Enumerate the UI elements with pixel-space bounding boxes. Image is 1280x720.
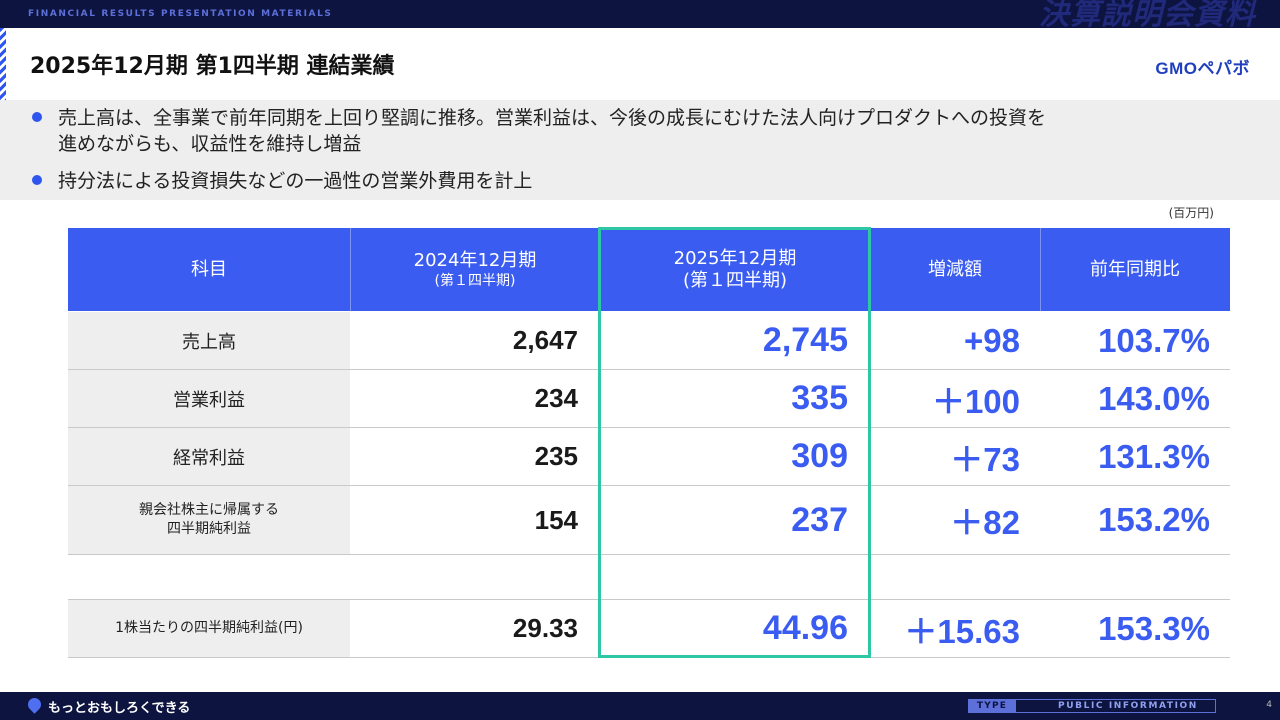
header-cur-line1: 2025年12月期 [673,247,797,269]
header-diff-label: 増減額 [928,258,982,280]
title-accent-stripe [0,28,6,100]
row-label-eps: 1株当たりの四半期純利益(円) [68,600,350,657]
cell-prev-ordinary-income: 235 [534,441,578,471]
header-divider [350,228,351,311]
company-logo: GMOペパボ [1155,59,1250,78]
cell-prev-net-income: 154 [534,504,578,535]
cell-ratio-operating-income: 143.0% [1098,379,1210,417]
cell-prev-eps: 29.33 [512,613,578,643]
row-label-operating-income: 営業利益 [68,370,350,427]
row-divider [68,427,1230,428]
cell-cur-ordinary-income: 309 [791,437,848,475]
bullet-item-2: 持分法による投資損失などの一過性の営業外費用を計上 [32,168,532,194]
banner-label: FINANCIAL RESULTS PRESENTATION MATERIALS [28,9,333,19]
footer-slogan: もっとおもしろくできる [48,701,191,716]
classification-type-label: TYPE [968,699,1016,713]
cell-diff-ordinary-income: ＋73 [950,440,1020,478]
cell-ratio-sales: 103.7% [1098,321,1210,359]
row-label-net-income-line2: 四半期純利益 [167,521,251,537]
header-divider [1040,228,1041,311]
bullet-dot-icon [32,112,42,122]
classification-public-label: PUBLIC INFORMATION [1058,701,1198,711]
cell-cur-operating-income: 335 [791,379,848,417]
cell-cur-net-income: 237 [791,500,848,539]
row-label-ordinary-income: 経常利益 [68,428,350,485]
header-prev-period: 2024年12月期 (第１四半期) [350,228,600,311]
header-ratio-label: 前年同期比 [1090,258,1180,280]
row-divider [68,369,1230,370]
row-label-net-income: 親会社株主に帰属する 四半期純利益 [68,486,350,554]
row-label-net-income-line1: 親会社株主に帰属する [139,502,279,518]
summary-box [0,100,1280,200]
cell-prev-sales: 2,647 [512,325,578,355]
bullet-1-text: 売上高は、全事業で前年同期を上回り堅調に推移。営業利益は、今後の成長にむけた法人… [58,107,1047,129]
title-bar: 2025年12月期 第1四半期 連結業績 GMOペパボ [0,28,1280,100]
cell-diff-operating-income: ＋100 [931,382,1020,420]
header-cur-line2: (第１四半期) [682,269,788,291]
row-divider [68,599,1230,600]
cell-cur-sales: 2,745 [762,321,848,359]
header-prev-line2: (第１四半期) [434,272,516,289]
cell-ratio-net-income: 153.2% [1098,501,1210,538]
cell-ratio-ordinary-income: 131.3% [1098,437,1210,475]
header-prev-line1: 2024年12月期 [413,249,537,271]
bullet-item-1: 売上高は、全事業で前年同期を上回り堅調に推移。営業利益は、今後の成長にむけた法人… [32,105,1046,131]
cell-diff-net-income: ＋82 [950,504,1020,541]
bullet-1-continuation: 進めながらも、収益性を維持し増益 [58,133,362,155]
header-item: 科目 [68,228,350,311]
row-label-sales: 売上高 [68,312,350,369]
header-cur-period: 2025年12月期 (第１四半期) [600,228,870,311]
page-number: 4 [1266,700,1272,710]
header-ratio: 前年同期比 [1040,228,1230,311]
banner-watermark: 決算説明会資料 [1039,0,1256,32]
cell-prev-operating-income: 234 [534,383,578,413]
cell-ratio-eps: 153.3% [1098,609,1210,647]
row-divider [68,485,1230,486]
bullet-dot-icon [32,175,42,185]
current-period-highlight [598,227,871,658]
cell-cur-eps: 44.96 [762,609,848,647]
header-item-label: 科目 [191,258,227,280]
page-title: 2025年12月期 第1四半期 連結業績 [30,54,395,79]
unit-label: (百万円) [1168,206,1214,220]
footer-bar [0,692,1280,720]
bullet-2-text: 持分法による投資損失などの一過性の営業外費用を計上 [58,170,533,192]
cell-diff-eps: ＋15.63 [904,612,1020,650]
cell-diff-sales: +98 [964,321,1020,359]
header-diff: 増減額 [870,228,1040,311]
row-divider [68,554,1230,555]
top-banner [0,0,1280,28]
